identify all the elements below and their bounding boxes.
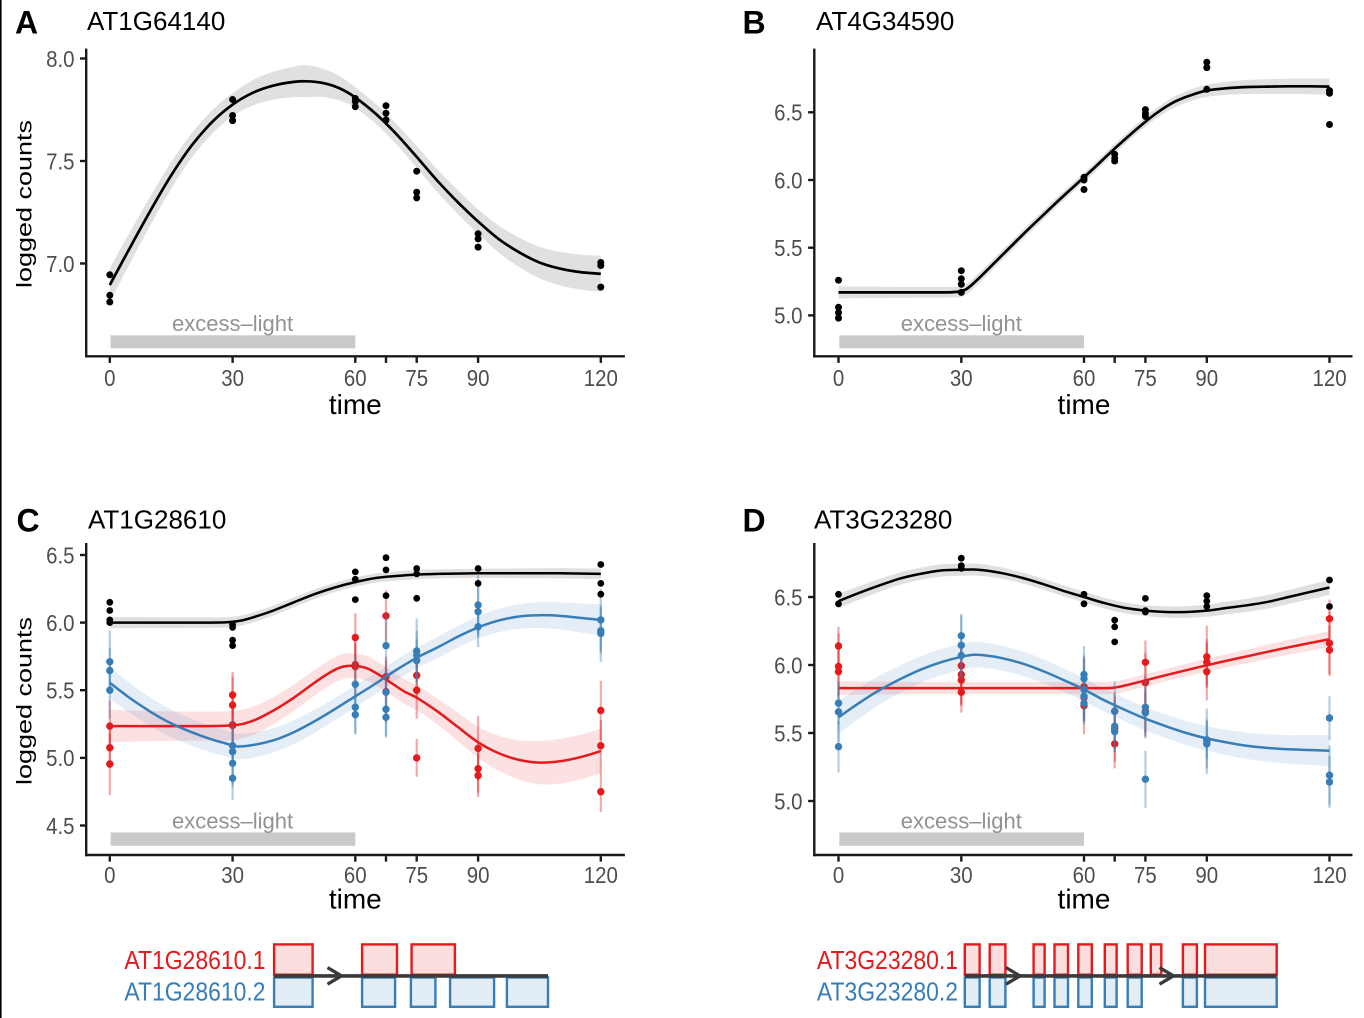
- svg-text:60: 60: [344, 862, 367, 889]
- svg-text:excess–light: excess–light: [172, 311, 293, 336]
- svg-text:60: 60: [1073, 364, 1096, 391]
- svg-text:time: time: [329, 389, 382, 420]
- svg-text:90: 90: [467, 364, 490, 391]
- svg-text:excess–light: excess–light: [901, 311, 1022, 336]
- svg-text:5.0: 5.0: [46, 745, 74, 772]
- svg-text:60: 60: [1073, 862, 1096, 889]
- svg-text:120: 120: [1312, 364, 1346, 391]
- svg-text:6.5: 6.5: [774, 99, 802, 126]
- svg-text:logged counts: logged counts: [13, 120, 36, 288]
- svg-text:75: 75: [405, 364, 428, 391]
- svg-text:6.0: 6.0: [774, 652, 802, 679]
- svg-text:0: 0: [104, 364, 115, 391]
- svg-text:AT1G64140: AT1G64140: [87, 6, 225, 36]
- svg-text:AT4G34590: AT4G34590: [816, 6, 954, 36]
- svg-text:7.5: 7.5: [46, 148, 74, 175]
- svg-text:excess–light: excess–light: [901, 809, 1022, 834]
- svg-text:logged counts: logged counts: [13, 617, 36, 785]
- svg-text:90: 90: [1195, 364, 1218, 391]
- svg-text:AT1G28610.2: AT1G28610.2: [124, 978, 265, 1006]
- svg-text:120: 120: [1312, 862, 1346, 889]
- svg-text:120: 120: [584, 364, 618, 391]
- svg-text:30: 30: [221, 364, 244, 391]
- svg-text:5.0: 5.0: [774, 788, 802, 815]
- svg-text:6.0: 6.0: [774, 167, 802, 194]
- svg-text:5.5: 5.5: [46, 677, 74, 704]
- svg-text:8.0: 8.0: [46, 45, 74, 72]
- svg-text:6.5: 6.5: [46, 542, 74, 569]
- svg-text:C: C: [17, 503, 40, 539]
- svg-text:0: 0: [104, 862, 115, 889]
- svg-text:30: 30: [950, 862, 973, 889]
- svg-text:30: 30: [950, 364, 973, 391]
- svg-text:AT1G28610.1: AT1G28610.1: [124, 947, 265, 975]
- svg-text:5.0: 5.0: [774, 302, 802, 329]
- svg-text:120: 120: [584, 862, 618, 889]
- svg-text:time: time: [329, 884, 382, 915]
- svg-text:AT1G28610: AT1G28610: [88, 505, 226, 535]
- svg-text:B: B: [743, 5, 766, 41]
- svg-text:4.5: 4.5: [46, 812, 74, 839]
- svg-text:60: 60: [344, 364, 367, 391]
- svg-text:time: time: [1058, 389, 1111, 420]
- svg-text:6.0: 6.0: [46, 610, 74, 637]
- svg-text:5.5: 5.5: [774, 720, 802, 747]
- svg-text:90: 90: [467, 862, 490, 889]
- svg-text:75: 75: [1134, 862, 1157, 889]
- svg-text:5.5: 5.5: [774, 235, 802, 262]
- svg-text:6.5: 6.5: [774, 584, 802, 611]
- svg-text:90: 90: [1195, 862, 1218, 889]
- svg-text:AT3G23280.1: AT3G23280.1: [817, 947, 958, 975]
- svg-text:0: 0: [833, 862, 844, 889]
- svg-text:AT3G23280: AT3G23280: [814, 505, 952, 535]
- svg-text:excess–light: excess–light: [172, 809, 293, 834]
- svg-text:A: A: [15, 5, 38, 41]
- svg-text:time: time: [1058, 884, 1111, 915]
- svg-text:7.0: 7.0: [46, 250, 74, 277]
- svg-text:0: 0: [833, 364, 844, 391]
- svg-text:75: 75: [405, 862, 428, 889]
- svg-text:AT3G23280.2: AT3G23280.2: [817, 978, 958, 1006]
- svg-text:D: D: [743, 503, 766, 539]
- svg-text:75: 75: [1134, 364, 1157, 391]
- svg-text:30: 30: [221, 862, 244, 889]
